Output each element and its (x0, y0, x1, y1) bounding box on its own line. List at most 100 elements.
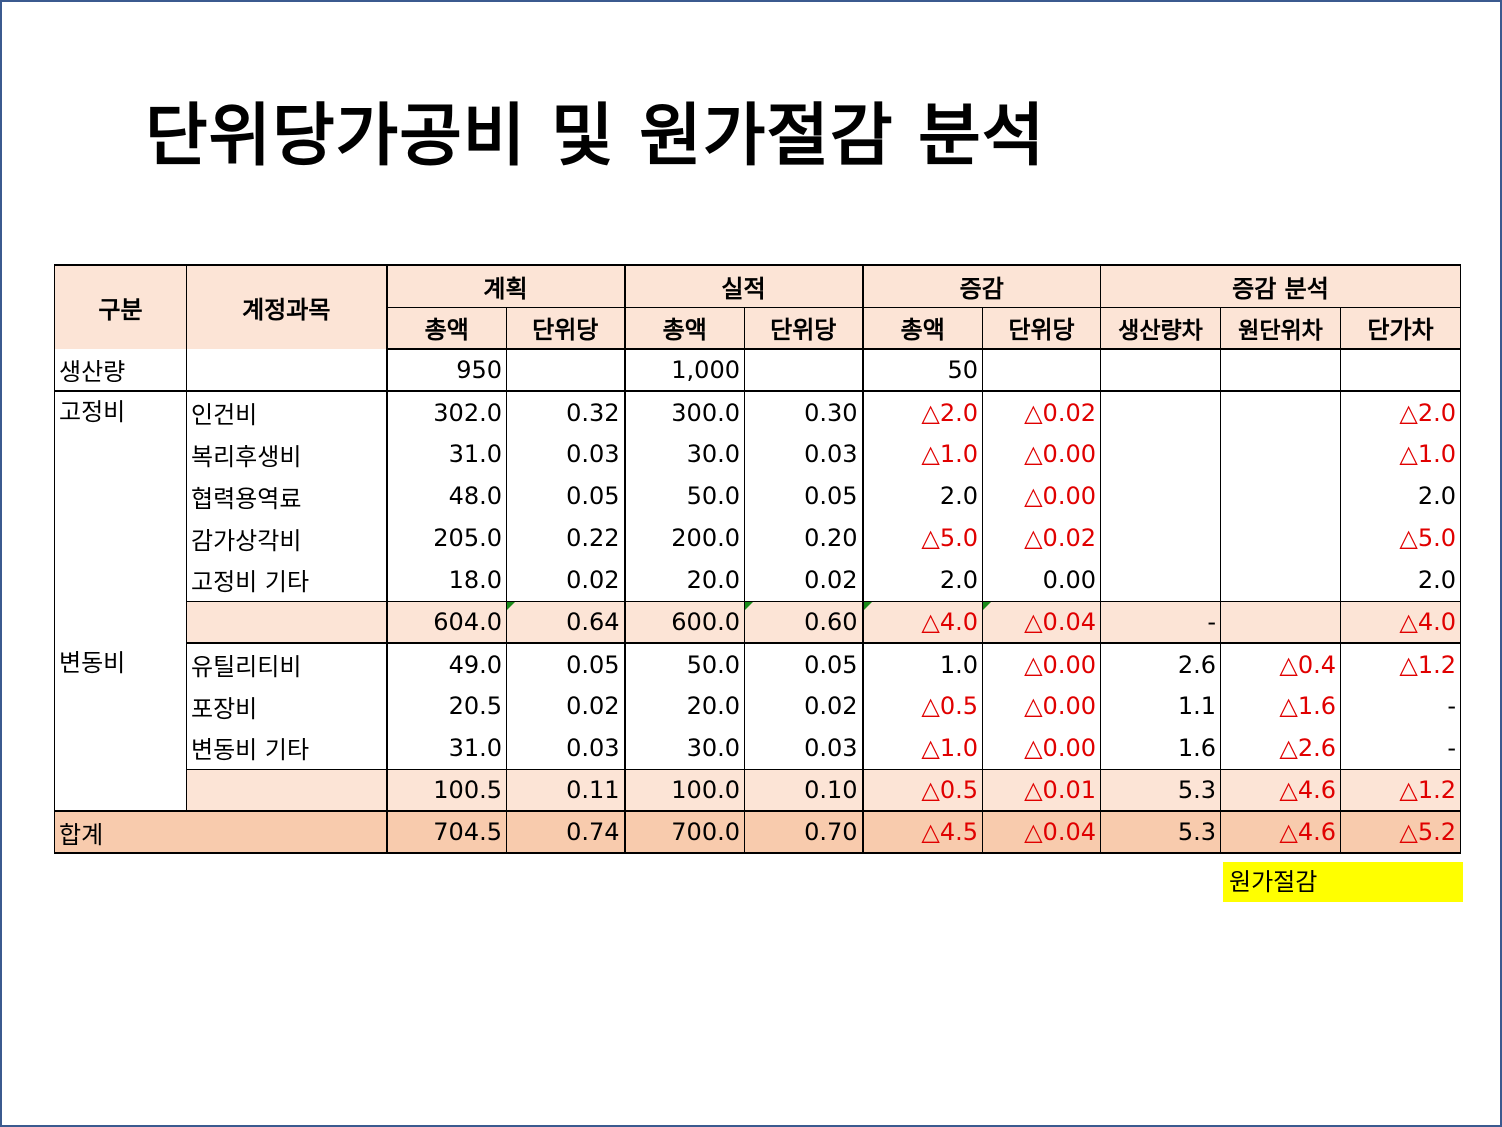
plan-total-cell: 704.5 (385, 810, 507, 854)
change-unit-cell: △0.01 (982, 768, 1101, 811)
change-total-cell: △4.0 (862, 600, 983, 644)
production-change: 50 (862, 349, 983, 392)
change-unit-cell: △0.00 (982, 433, 1101, 475)
usage-variance-cell: △4.6 (1220, 810, 1341, 854)
plan-unit-cell: 0.64 (506, 600, 626, 644)
change-unit-cell: △0.04 (982, 600, 1101, 644)
plan-total-cell: 205.0 (385, 517, 507, 559)
plan-total-cell: 302.0 (385, 391, 507, 433)
plan-unit-cell: 0.22 (506, 517, 626, 559)
price-variance-cell: △5.2 (1340, 810, 1461, 854)
volume-variance-cell (1100, 517, 1221, 559)
actual-unit-cell: 0.20 (744, 517, 864, 559)
change-total-cell: 1.0 (862, 643, 983, 685)
production-row: 생산량 950 1,000 50 (54, 349, 1461, 392)
actual-total-cell: 30.0 (624, 433, 745, 475)
plan-total-cell: 49.0 (385, 643, 507, 685)
actual-unit-cell: 0.02 (744, 559, 864, 601)
header-plan: 계획 (385, 264, 626, 307)
price-variance-cell: △1.2 (1340, 643, 1461, 685)
cost-analysis-table: 구분 계정과목 계획 실적 증감 증감 분석 총액 단위당 총액 단위당 총액 … (54, 264, 1461, 854)
subheader-actual-total: 총액 (624, 306, 745, 350)
fixed-subtotal-row: 604.0 0.64 600.0 0.60 △4.0 △0.04 - △4.0 (55, 600, 1461, 644)
usage-variance-cell: △0.4 (1220, 643, 1341, 685)
table-row: 변동비 유틸리티비 49.0 0.05 50.0 0.05 1.0 △0.00 … (54, 643, 1461, 811)
change-unit-cell: △0.00 (982, 727, 1101, 769)
actual-total-cell: 700.0 (624, 810, 745, 854)
production-plan: 950 (385, 349, 507, 392)
change-total-cell: △1.0 (862, 727, 983, 769)
change-total-cell: △0.5 (862, 768, 983, 811)
actual-unit-cell: 0.03 (744, 727, 864, 769)
header-row-2: 총액 단위당 총액 단위당 총액 단위당 생산량차 원단위차 단가차 (55, 306, 1461, 350)
volume-variance-cell: 5.3 (1100, 768, 1221, 811)
price-variance-cell: 2.0 (1340, 475, 1461, 517)
account-name: 변동비 기타 (186, 727, 387, 769)
change-unit-cell: △0.04 (982, 810, 1101, 854)
table-row: 변동비 기타 31.0 0.03 30.0 0.03 △1.0 △0.00 1.… (55, 727, 1461, 769)
actual-total-cell: 50.0 (624, 643, 745, 685)
actual-unit-cell: 0.30 (744, 391, 864, 433)
change-total-cell: △0.5 (862, 685, 983, 727)
plan-unit-cell: 0.02 (506, 685, 626, 727)
volume-variance-cell (1100, 475, 1221, 517)
actual-unit-cell: 0.02 (744, 685, 864, 727)
plan-total-cell: 20.5 (385, 685, 507, 727)
table-row: 고정비 기타 18.0 0.02 20.0 0.02 2.0 0.00 2.0 (55, 559, 1461, 601)
actual-total-cell: 50.0 (624, 475, 745, 517)
plan-total-cell: 48.0 (385, 475, 507, 517)
header-actual: 실적 (624, 264, 864, 307)
table-row: 고정비 인건비 302.0 0.32 300.0 0.30 △2.0 △0.02… (54, 391, 1461, 643)
subheader-usage-variance: 원단위차 (1220, 306, 1341, 350)
volume-variance-cell: - (1100, 600, 1221, 644)
plan-total-cell: 604.0 (385, 600, 507, 644)
plan-unit-cell: 0.32 (506, 391, 626, 433)
actual-total-cell: 200.0 (624, 517, 745, 559)
change-unit-cell: 0.00 (982, 559, 1101, 601)
price-variance-cell: △1.0 (1340, 433, 1461, 475)
change-unit-cell: △0.00 (982, 685, 1101, 727)
actual-unit-cell: 0.60 (744, 600, 864, 644)
change-total-cell: △2.0 (862, 391, 983, 433)
volume-variance-cell (1100, 433, 1221, 475)
subheader-plan-total: 총액 (385, 306, 507, 350)
change-total-cell: △4.5 (862, 810, 983, 854)
table-row: 복리후생비 31.0 0.03 30.0 0.03 △1.0 △0.00 △1.… (55, 433, 1461, 475)
subheader-change-unit: 단위당 (982, 306, 1101, 350)
actual-unit-cell: 0.05 (744, 643, 864, 685)
account-name: 복리후생비 (186, 433, 387, 475)
change-total-cell: 2.0 (862, 475, 983, 517)
price-variance-cell: △5.0 (1340, 517, 1461, 559)
plan-unit-cell: 0.03 (506, 433, 626, 475)
usage-variance-cell (1220, 600, 1341, 644)
account-name: 고정비 기타 (186, 559, 387, 601)
account-name: 유틸리티비 (186, 643, 387, 685)
page-title: 단위당가공비 및 원가절감 분석 (145, 97, 1046, 176)
total-label: 합계 (54, 810, 387, 854)
table-row: 협력용역료 48.0 0.05 50.0 0.05 2.0 △0.00 2.0 (55, 475, 1461, 517)
plan-unit-cell: 0.02 (506, 559, 626, 601)
price-variance-cell: - (1340, 685, 1461, 727)
change-unit-cell: △0.02 (982, 517, 1101, 559)
usage-variance-cell: △2.6 (1220, 727, 1341, 769)
account-name: 감가상각비 (186, 517, 387, 559)
change-unit-cell: △0.00 (982, 643, 1101, 685)
plan-total-cell: 31.0 (385, 727, 507, 769)
header-analysis: 증감 분석 (1100, 264, 1461, 307)
volume-variance-cell (1100, 559, 1221, 601)
account-name: 협력용역료 (186, 475, 387, 517)
header-change: 증감 (862, 264, 1101, 307)
usage-variance-cell (1220, 517, 1341, 559)
usage-variance-cell: △4.6 (1220, 768, 1341, 811)
plan-unit-cell: 0.03 (506, 727, 626, 769)
actual-total-cell: 20.0 (624, 685, 745, 727)
usage-variance-cell (1220, 391, 1341, 433)
production-actual: 1,000 (624, 349, 745, 392)
change-total-cell: △5.0 (862, 517, 983, 559)
plan-total-cell: 100.5 (385, 768, 507, 811)
header-row-1: 구분 계정과목 계획 실적 증감 증감 분석 (54, 264, 1461, 349)
usage-variance-cell (1220, 433, 1341, 475)
price-variance-cell: △4.0 (1340, 600, 1461, 644)
cost-saving-note: 원가절감 (1223, 862, 1463, 902)
volume-variance-cell: 2.6 (1100, 643, 1221, 685)
